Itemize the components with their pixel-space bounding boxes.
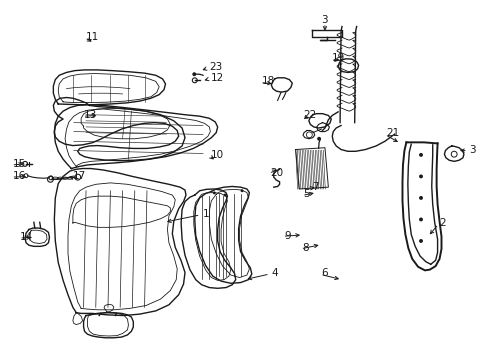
Text: 23: 23 [209,62,222,72]
Text: 15: 15 [13,159,26,169]
Text: 16: 16 [13,171,26,181]
Text: 11: 11 [86,32,99,41]
Text: 13: 13 [83,111,97,121]
Text: 20: 20 [269,168,283,178]
Text: 19: 19 [331,53,345,63]
Circle shape [240,189,243,192]
Text: 14: 14 [20,232,33,242]
Text: 18: 18 [261,76,274,86]
Text: 2: 2 [439,218,445,228]
Text: 4: 4 [271,268,277,278]
Text: 12: 12 [210,73,223,83]
Circle shape [418,196,422,200]
Circle shape [223,194,226,197]
Text: 7: 7 [311,182,318,192]
Circle shape [418,239,422,243]
Circle shape [418,217,422,221]
Circle shape [418,175,422,178]
Text: 3: 3 [321,15,327,26]
Text: 17: 17 [73,171,86,181]
Circle shape [418,153,422,157]
Text: 3: 3 [468,144,474,154]
Text: 1: 1 [203,209,209,219]
Text: 8: 8 [302,243,308,253]
Circle shape [192,72,196,76]
Circle shape [317,137,321,141]
Text: 22: 22 [303,111,316,121]
Text: 10: 10 [210,150,223,160]
Text: 5: 5 [303,189,309,199]
Circle shape [212,192,215,194]
Text: 9: 9 [284,231,290,240]
Text: 6: 6 [321,268,327,278]
Text: 21: 21 [385,129,398,138]
